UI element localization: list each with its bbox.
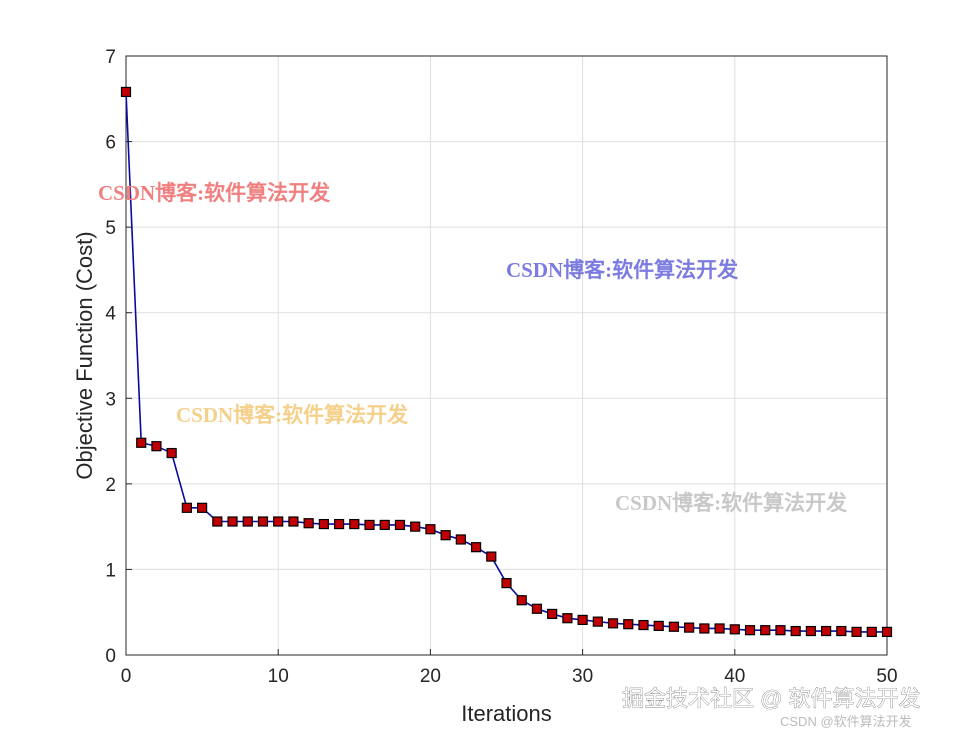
watermark: 掘金技术社区 @ 软件算法开发 bbox=[622, 686, 921, 711]
y-tick-label: 1 bbox=[105, 560, 116, 581]
data-marker bbox=[562, 613, 573, 624]
data-marker bbox=[333, 518, 345, 530]
data-marker bbox=[729, 624, 740, 635]
data-marker bbox=[821, 625, 832, 637]
data-marker bbox=[197, 502, 208, 513]
watermark: CSDN博客:软件算法开发 bbox=[176, 403, 409, 427]
x-tick-label: 30 bbox=[572, 666, 593, 687]
data-marker bbox=[349, 518, 360, 530]
data-marker bbox=[273, 516, 284, 527]
data-marker bbox=[470, 542, 482, 553]
data-marker bbox=[257, 516, 269, 527]
y-tick-label: 4 bbox=[105, 304, 116, 325]
plot-frame bbox=[125, 55, 888, 656]
data-marker bbox=[303, 518, 314, 529]
data-marker bbox=[668, 621, 680, 632]
data-marker bbox=[866, 626, 877, 637]
data-marker bbox=[851, 626, 862, 637]
x-tick-label: 40 bbox=[724, 666, 745, 687]
y-tick-label: 0 bbox=[105, 646, 116, 667]
data-marker bbox=[440, 530, 451, 541]
data-marker bbox=[394, 519, 406, 531]
data-marker bbox=[166, 447, 177, 459]
data-marker bbox=[136, 437, 147, 448]
y-tick-label: 2 bbox=[105, 475, 116, 496]
data-marker bbox=[242, 516, 253, 527]
data-marker bbox=[455, 534, 466, 545]
data-marker bbox=[227, 516, 238, 527]
x-tick-label: 10 bbox=[268, 666, 289, 687]
data-marker bbox=[486, 551, 497, 562]
data-marker bbox=[318, 518, 329, 530]
data-marker bbox=[684, 622, 695, 633]
data-marker bbox=[181, 502, 192, 513]
data-marker bbox=[410, 521, 421, 532]
data-marker bbox=[592, 616, 603, 627]
watermark: CSDN博客:软件算法开发 bbox=[615, 491, 848, 515]
data-marker bbox=[547, 608, 558, 620]
y-tick-label: 6 bbox=[105, 133, 116, 154]
x-tick-label: 20 bbox=[420, 666, 441, 687]
data-marker bbox=[364, 519, 375, 531]
data-marker bbox=[516, 595, 527, 606]
y-tick-label: 3 bbox=[105, 389, 116, 410]
x-axis-label: Iterations bbox=[461, 701, 552, 726]
data-marker bbox=[775, 625, 786, 636]
data-marker bbox=[379, 519, 390, 531]
data-marker bbox=[623, 619, 634, 630]
data-marker bbox=[790, 625, 801, 637]
data-marker bbox=[531, 603, 543, 614]
watermark: CSDN @软件算法开发 bbox=[780, 714, 912, 729]
watermark: CSDN博客:软件算法开发 bbox=[98, 181, 331, 205]
data-marker bbox=[120, 86, 132, 98]
data-marker bbox=[699, 623, 710, 634]
data-marker bbox=[714, 623, 725, 634]
data-marker bbox=[805, 625, 817, 637]
plot-area bbox=[126, 56, 887, 655]
x-tick-label: 0 bbox=[121, 666, 132, 687]
data-marker bbox=[881, 626, 893, 637]
data-marker bbox=[607, 618, 619, 629]
data-marker bbox=[836, 625, 847, 637]
y-tick-label: 5 bbox=[105, 218, 116, 239]
y-axis-label: Objective Function (Cost) bbox=[72, 231, 97, 479]
data-marker bbox=[212, 516, 223, 527]
data-marker bbox=[744, 625, 756, 636]
data-marker bbox=[425, 524, 436, 535]
data-marker bbox=[577, 614, 588, 626]
watermark: CSDN博客:软件算法开发 bbox=[506, 258, 739, 282]
data-marker bbox=[653, 620, 664, 632]
data-marker bbox=[288, 516, 299, 527]
data-marker bbox=[638, 619, 649, 631]
data-marker bbox=[151, 441, 162, 452]
data-marker bbox=[501, 578, 512, 589]
data-marker bbox=[760, 625, 771, 636]
x-tick-label: 50 bbox=[876, 666, 897, 687]
y-tick-label: 7 bbox=[105, 47, 116, 68]
